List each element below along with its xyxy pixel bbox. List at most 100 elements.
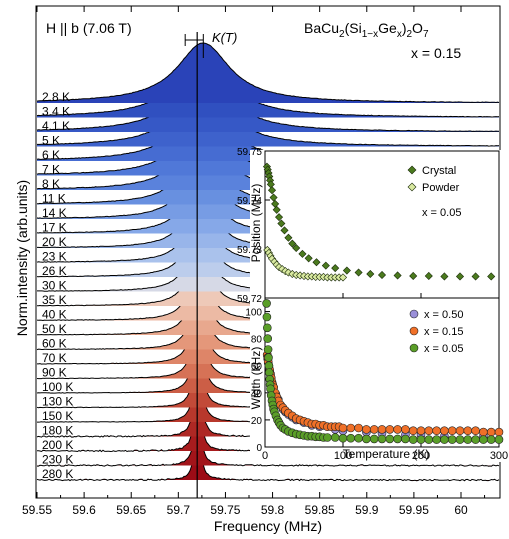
temperature-label: 60 K bbox=[42, 337, 67, 351]
compound-text-part: 2 bbox=[339, 29, 345, 40]
width-point bbox=[440, 435, 449, 444]
main-x-tick-label: 59.55 bbox=[22, 503, 52, 517]
crystal-point bbox=[409, 271, 418, 280]
temperature-label: 30 K bbox=[42, 279, 67, 293]
crystal-point bbox=[354, 268, 363, 277]
crystal-point bbox=[277, 219, 286, 228]
crystal-point bbox=[275, 213, 284, 222]
crystal-point bbox=[269, 193, 278, 202]
compound-text-part: Ge bbox=[378, 20, 397, 36]
width-point bbox=[401, 425, 410, 434]
width-point bbox=[494, 435, 504, 444]
width-point bbox=[486, 435, 496, 444]
crystal-point bbox=[342, 266, 351, 275]
crystal-point bbox=[331, 264, 340, 273]
powder-point bbox=[284, 268, 293, 277]
spectrum-line bbox=[36, 42, 500, 104]
legend-marker bbox=[409, 309, 419, 319]
temperature-label: 50 K bbox=[42, 322, 67, 336]
crystal-point bbox=[292, 243, 301, 253]
width-point bbox=[408, 426, 418, 436]
width-point bbox=[338, 423, 348, 433]
temperature-label: 35 K bbox=[42, 293, 67, 307]
width-point bbox=[401, 434, 410, 444]
width-point bbox=[346, 433, 356, 443]
main-x-tick-label: 59.75 bbox=[210, 503, 240, 517]
main-x-tick-label: 59.7 bbox=[167, 503, 191, 517]
main-x-axis-label: Frequency (MHz) bbox=[214, 518, 322, 534]
width-point bbox=[463, 435, 473, 444]
crystal-point bbox=[440, 272, 449, 281]
crystal-point bbox=[377, 270, 387, 279]
temperature-label: 70 K bbox=[42, 351, 67, 365]
width-point bbox=[424, 435, 434, 444]
spectrum-line bbox=[36, 56, 500, 118]
temperature-label: 180 K bbox=[42, 424, 73, 438]
width-point bbox=[362, 434, 371, 444]
main-y-axis-label: Norm.intensity (arb.units) bbox=[14, 180, 30, 336]
inset-bottom-y-tick-label: 100 bbox=[245, 308, 262, 319]
inset-bottom-x-tick-label: 0 bbox=[262, 450, 268, 462]
spectrum-line bbox=[36, 71, 500, 132]
inset-width-panel: 0 20 40 60 80 100 0 100 200 300 x = 0.50 x = 0.15 x … bbox=[245, 297, 508, 462]
inset-bottom-x-tick-label: 200 bbox=[412, 450, 430, 462]
inset-top-y-tick-label: 59.72 bbox=[237, 294, 262, 305]
crystal-point bbox=[471, 272, 480, 281]
width-point bbox=[346, 423, 356, 433]
compound-annotation: BaCu2(Si1−xGex)2O7 bbox=[304, 20, 429, 40]
compound-text-part: 1−x bbox=[362, 29, 378, 40]
temperature-label: 11 K bbox=[42, 192, 66, 206]
width-point bbox=[479, 427, 488, 437]
compound-text-part: x bbox=[397, 29, 402, 40]
width-point bbox=[385, 425, 395, 434]
main-x-tick-label: 59.95 bbox=[399, 503, 429, 517]
temperature-label: 26 K bbox=[42, 264, 67, 278]
width-point bbox=[416, 435, 426, 444]
crystal-point bbox=[455, 272, 465, 281]
main-x-tick-label: 59.8 bbox=[261, 503, 285, 517]
width-point bbox=[486, 427, 496, 437]
legend-marker bbox=[409, 343, 419, 353]
width-point bbox=[393, 434, 402, 444]
temperature-label: 40 K bbox=[42, 308, 67, 322]
width-point bbox=[262, 299, 271, 308]
spectrum-fill bbox=[37, 43, 499, 103]
temperature-label: 3.4 K bbox=[42, 105, 70, 119]
temperature-label: 23 K bbox=[42, 250, 67, 264]
temperature-label: 17 K bbox=[42, 221, 67, 235]
crystal-point bbox=[424, 271, 433, 280]
inset-top-y-tick-label: 59.73 bbox=[237, 245, 262, 256]
width-point bbox=[377, 434, 387, 444]
compound-text-part: O bbox=[412, 20, 423, 36]
crystal-point bbox=[288, 239, 297, 248]
temperature-label: 130 K bbox=[42, 395, 73, 409]
legend-marker bbox=[407, 165, 417, 175]
width-point bbox=[338, 433, 348, 443]
crystal-point bbox=[312, 258, 321, 267]
crystal-point bbox=[298, 249, 307, 258]
temperature-label: 200 K bbox=[42, 438, 73, 452]
main-x-axis: 59.55 59.6 59.65 59.7 59.75 59.8 59.85 59.9 59.9… bbox=[22, 6, 486, 517]
width-point bbox=[463, 426, 473, 436]
width-point bbox=[393, 425, 402, 434]
inset-background bbox=[250, 150, 502, 462]
inset-top-y-label: Position (MHz) bbox=[249, 184, 263, 263]
width-point bbox=[262, 312, 272, 322]
inset-bottom-y-tick-label: 80 bbox=[251, 335, 263, 346]
width-point bbox=[323, 433, 332, 442]
temperature-label: 5 K bbox=[42, 134, 60, 148]
composition-annotation: x = 0.15 bbox=[411, 45, 461, 61]
compound-text-part: ) bbox=[402, 20, 407, 36]
compound-text-part: (Si bbox=[345, 20, 362, 36]
width-point bbox=[471, 435, 480, 444]
crystal-point bbox=[267, 186, 277, 195]
width-point bbox=[408, 435, 418, 444]
spectrum-line bbox=[37, 405, 500, 467]
compound-text-part: 7 bbox=[423, 29, 429, 40]
crystal-point bbox=[304, 254, 313, 263]
inset-bottom-y-tick-label: 40 bbox=[251, 389, 263, 400]
width-point bbox=[494, 427, 504, 437]
width-point bbox=[479, 435, 488, 444]
legend-marker bbox=[407, 182, 417, 192]
